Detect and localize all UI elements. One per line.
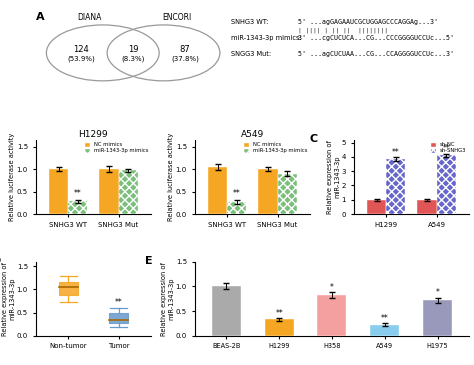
Text: C: C xyxy=(310,134,318,144)
Text: A: A xyxy=(36,12,44,22)
Y-axis label: Relative expression of
miR-1343-3p: Relative expression of miR-1343-3p xyxy=(327,140,340,214)
Text: (53.9%): (53.9%) xyxy=(67,55,95,62)
Text: 3' ...cgCUCUCA...CG...CCCGGGGUCCUc...5': 3' ...cgCUCUCA...CG...CCCGGGGUCCUc...5' xyxy=(298,35,454,41)
Text: 87: 87 xyxy=(180,45,191,54)
Text: **: ** xyxy=(381,314,389,323)
Text: 5' ...agCUCUAA...CG...CCAGGGGUCCUc...3': 5' ...agCUCUAA...CG...CCAGGGGUCCUc...3' xyxy=(298,51,454,57)
Text: D: D xyxy=(0,255,1,266)
Bar xyxy=(118,170,137,214)
Text: 19: 19 xyxy=(128,45,138,54)
Bar xyxy=(208,167,227,214)
Bar xyxy=(423,300,452,336)
Text: **: ** xyxy=(275,308,283,318)
Y-axis label: Relative expression of
miR-1343-3p: Relative expression of miR-1343-3p xyxy=(2,262,15,335)
Bar xyxy=(49,169,68,214)
Text: **: ** xyxy=(392,148,400,157)
Legend: NC mimics, miR-1343-3p mimics: NC mimics, miR-1343-3p mimics xyxy=(84,142,148,153)
Text: **: ** xyxy=(442,145,450,154)
Text: **: ** xyxy=(115,298,122,307)
Bar xyxy=(437,155,456,214)
Y-axis label: Relative luciferase activity: Relative luciferase activity xyxy=(9,133,15,221)
Bar xyxy=(278,173,297,214)
Text: E: E xyxy=(145,255,153,266)
Bar xyxy=(258,169,278,214)
Y-axis label: Relative luciferase activity: Relative luciferase activity xyxy=(168,133,174,221)
Bar xyxy=(418,200,437,214)
Legend: sh-NC, sh-SNHG3: sh-NC, sh-SNHG3 xyxy=(431,142,466,153)
Text: | |||| | || ||  ||||||||: | |||| | || || |||||||| xyxy=(298,27,388,33)
Bar xyxy=(367,200,386,214)
Text: **: ** xyxy=(74,189,82,198)
Legend: NC mimics, miR-1343-3p mimics: NC mimics, miR-1343-3p mimics xyxy=(244,142,308,153)
Text: 5' ...agGAGAAUCGCUGGAGCCCAGGAg...3': 5' ...agGAGAAUCGCUGGAGCCCAGGAg...3' xyxy=(298,19,438,26)
Text: DIANA: DIANA xyxy=(78,13,102,22)
Bar xyxy=(370,325,399,336)
Text: **: ** xyxy=(233,189,241,198)
Text: *: * xyxy=(330,283,334,292)
Bar xyxy=(212,286,241,336)
Text: (37.8%): (37.8%) xyxy=(171,55,199,62)
Text: miR-1343-3p mimics:: miR-1343-3p mimics: xyxy=(231,35,301,41)
Text: (8.3%): (8.3%) xyxy=(121,55,145,62)
Bar xyxy=(227,202,246,214)
Bar xyxy=(264,319,293,336)
Y-axis label: Relative expression of
miR-1343-3p: Relative expression of miR-1343-3p xyxy=(161,262,174,335)
Bar xyxy=(68,201,87,214)
Text: 124: 124 xyxy=(73,45,89,54)
Text: *: * xyxy=(436,288,439,297)
Bar xyxy=(109,312,128,323)
Bar xyxy=(386,159,405,214)
Bar xyxy=(59,283,78,295)
Bar xyxy=(100,169,118,214)
Text: SNGG3 Mut:: SNGG3 Mut: xyxy=(231,51,271,57)
Text: SNHG3 WT:: SNHG3 WT: xyxy=(231,19,268,26)
Bar xyxy=(318,295,346,336)
Title: A549: A549 xyxy=(241,130,264,139)
Title: H1299: H1299 xyxy=(79,130,108,139)
Text: ENCORI: ENCORI xyxy=(162,13,191,22)
